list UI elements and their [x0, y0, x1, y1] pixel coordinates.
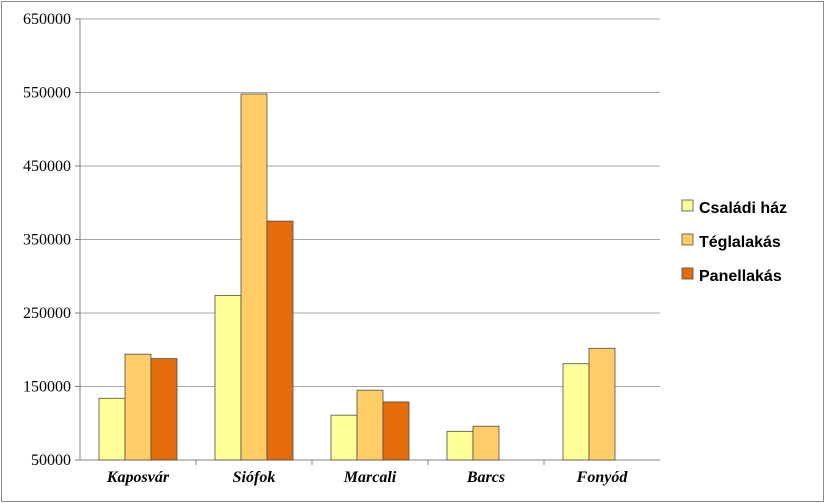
- y-tick-label: 550000: [23, 85, 71, 102]
- bar-2-5: [588, 347, 616, 461]
- legend-label: Családi ház: [699, 200, 787, 217]
- bar-1-5: [562, 363, 590, 461]
- bar-2-1: [124, 353, 152, 461]
- y-tick-label: 150000: [23, 379, 71, 396]
- y-tick-label: 350000: [23, 232, 71, 249]
- bar-3-1: [150, 358, 178, 461]
- bar-1-4: [446, 430, 474, 461]
- bar-2-3: [356, 389, 384, 461]
- legend-swatch: [681, 199, 694, 212]
- y-tick-label: 50000: [31, 452, 71, 469]
- bar-1-3: [330, 414, 358, 461]
- legend-swatch: [681, 233, 694, 246]
- legend-swatch: [681, 267, 694, 280]
- bar-3-2: [266, 220, 294, 461]
- x-tick-label: Fonyód: [576, 469, 629, 486]
- legend-label: Panellakás: [699, 268, 782, 285]
- bar-3-3: [382, 401, 410, 461]
- y-tick-label: 650000: [23, 11, 71, 28]
- x-tick-label: Siófok: [233, 469, 276, 486]
- x-tick-label: Marcali: [343, 469, 397, 486]
- y-tick-label: 450000: [23, 158, 71, 175]
- bar-1-2: [214, 294, 242, 461]
- bar-2-2: [240, 93, 268, 461]
- y-tick-label: 250000: [23, 305, 71, 322]
- legend-label: Téglalakás: [699, 234, 781, 251]
- bar-2-4: [472, 425, 500, 461]
- bar-1-1: [98, 397, 126, 461]
- x-tick-label: Kaposvár: [106, 469, 170, 486]
- x-tick-label: Barcs: [466, 469, 505, 486]
